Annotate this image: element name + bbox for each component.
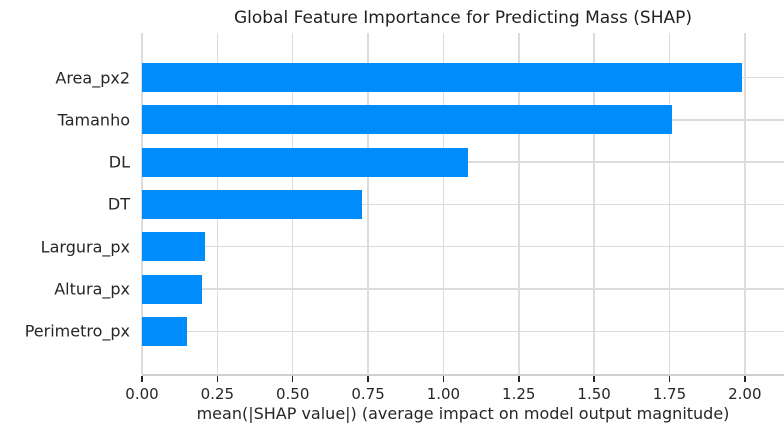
gridline-vertical bbox=[668, 33, 671, 374]
gridline-horizontal bbox=[142, 203, 784, 206]
y-tick-label: DL bbox=[108, 152, 130, 172]
x-axis-label: mean(|SHAP value|) (average impact on mo… bbox=[196, 404, 730, 423]
gridline-vertical bbox=[442, 33, 445, 374]
x-tick-mark bbox=[367, 376, 369, 382]
bar bbox=[142, 105, 673, 135]
x-tick-label: 0.25 bbox=[200, 385, 235, 403]
x-tick-label: 0.75 bbox=[351, 385, 385, 403]
gridline-vertical bbox=[367, 33, 369, 374]
x-tick-mark bbox=[291, 376, 294, 382]
gridline-horizontal bbox=[142, 330, 784, 333]
gridline-vertical bbox=[744, 33, 746, 374]
x-tick-mark bbox=[216, 376, 219, 382]
chart-title: Global Feature Importance for Predicting… bbox=[233, 8, 693, 28]
x-tick-label: 1.50 bbox=[577, 385, 611, 403]
x-tick-mark bbox=[141, 376, 143, 382]
bar bbox=[142, 147, 468, 177]
bar bbox=[142, 189, 363, 219]
x-tick-mark bbox=[593, 376, 595, 382]
y-tick-label: Largura_px bbox=[40, 237, 130, 257]
gridline-vertical bbox=[593, 33, 595, 374]
gridline-horizontal bbox=[142, 245, 784, 248]
x-tick-label: 0.00 bbox=[125, 385, 159, 403]
y-tick-label: Altura_px bbox=[54, 279, 130, 299]
x-tick-mark bbox=[518, 376, 520, 382]
x-tick-label: 0.50 bbox=[276, 385, 310, 403]
x-tick-label: 1.75 bbox=[652, 385, 687, 403]
x-tick-label: 1.00 bbox=[426, 385, 461, 403]
bar bbox=[142, 63, 742, 92]
x-axis: 0.00 0.25 0.50 0.75 1.00 1.25 1.50 1.75 2.00 bbox=[125, 376, 784, 416]
x-tick-label: 2.00 bbox=[728, 385, 762, 403]
bar bbox=[142, 274, 203, 304]
bar bbox=[142, 316, 188, 346]
y-tick-label: Tamanho bbox=[57, 110, 130, 130]
y-tick-label: DT bbox=[107, 194, 130, 214]
y-tick-label: Perimetro_px bbox=[24, 321, 130, 341]
x-tick-mark bbox=[668, 376, 671, 382]
x-tick-mark bbox=[442, 376, 445, 382]
x-tick-mark bbox=[744, 376, 746, 382]
bar bbox=[142, 232, 206, 262]
plot-area: Area_px2 Tamanho DL DT Largura_px Altura_px Pe… bbox=[25, 33, 784, 376]
gridline-vertical bbox=[518, 33, 520, 374]
y-tick-label: Area_px2 bbox=[55, 68, 130, 87]
gridline-horizontal bbox=[142, 288, 784, 290]
x-tick-label: 1.25 bbox=[502, 385, 536, 403]
